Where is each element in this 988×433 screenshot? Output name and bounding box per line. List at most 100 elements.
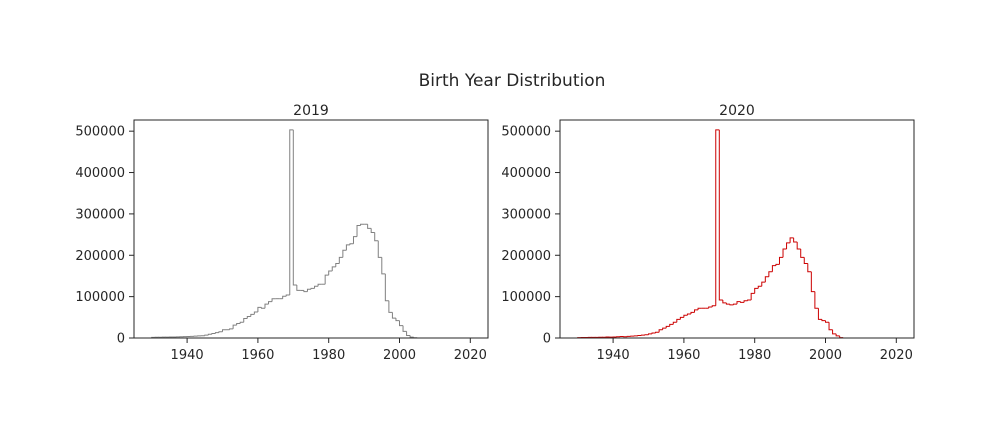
histogram-bin [211, 332, 216, 335]
x-tick-label: 2000 [383, 348, 416, 363]
histogram-bin [218, 331, 223, 333]
histogram-bin [338, 256, 343, 264]
plot-frame [559, 119, 915, 339]
histogram-bin [356, 224, 361, 237]
y-tick-label: 500000 [501, 125, 551, 140]
y-tick-label: 200000 [501, 249, 551, 264]
histogram-bin [409, 335, 414, 338]
histogram-bin [810, 271, 815, 293]
histogram-bin [399, 320, 404, 327]
panel-title: 2019 [293, 103, 329, 119]
histogram-bin [314, 285, 319, 289]
histogram-bin [690, 311, 695, 315]
histogram-bin [778, 256, 784, 265]
histogram-bin [648, 333, 653, 335]
histogram-bin [289, 129, 294, 295]
histogram-marks [151, 129, 421, 339]
histogram-bin [725, 302, 730, 305]
y-axis: 0 100000 200000 300000 400000 500000 [501, 125, 560, 347]
histogram-bin [232, 324, 237, 329]
histogram-bin [782, 248, 787, 258]
panel-title: 2020 [719, 103, 755, 119]
histogram-bin [679, 316, 684, 320]
histogram-bin [775, 263, 780, 266]
histogram-bin [214, 332, 219, 334]
y-tick-label: 100000 [501, 290, 551, 305]
x-axis: 1940 1960 1980 2000 2020 [597, 338, 913, 363]
x-tick-label: 2000 [809, 348, 842, 363]
histogram-bin [331, 266, 336, 271]
histogram-bin [658, 329, 663, 333]
histogram-bin [729, 304, 734, 306]
histogram-bin [754, 287, 759, 294]
histogram-bin [381, 257, 386, 275]
histogram-bin [793, 237, 798, 243]
y-tick-label: 400000 [75, 166, 125, 181]
histogram-bin [285, 294, 290, 297]
histogram-bin [672, 321, 677, 325]
x-tick-label: 2020 [880, 348, 913, 363]
histogram-bin [384, 273, 389, 302]
histogram-bin [374, 232, 379, 242]
y-tick-label: 400000 [501, 166, 551, 181]
x-tick-label: 2020 [454, 348, 487, 363]
histogram-bin [292, 129, 297, 286]
histogram-bin [718, 129, 723, 301]
histogram-bin [676, 318, 681, 323]
histogram-bin [694, 309, 699, 313]
histogram-bin [207, 333, 212, 336]
histogram-bin [655, 331, 660, 334]
histogram-bin [271, 298, 276, 302]
x-tick-label: 1940 [597, 348, 630, 363]
histogram-bin [807, 263, 812, 273]
x-tick-label: 1960 [241, 348, 274, 363]
histogram-bin [388, 300, 393, 313]
histogram-bin [317, 283, 322, 287]
histogram-marks [577, 129, 847, 339]
histogram-bin [825, 320, 830, 323]
histogram-bin [260, 307, 265, 309]
histogram-bin [708, 306, 713, 309]
y-axis: 0 100000 200000 300000 400000 500000 [75, 125, 134, 347]
histogram-bin [761, 281, 766, 287]
histogram-bin [740, 301, 745, 303]
x-tick-label: 1980 [738, 348, 771, 363]
x-tick-label: 1980 [312, 348, 345, 363]
histogram-bin [268, 301, 273, 305]
histogram-bin [651, 332, 656, 334]
histogram-bin [832, 329, 837, 335]
histogram-bin [789, 237, 794, 243]
histogram-bin [222, 329, 227, 332]
histogram-bin [669, 323, 674, 327]
x-tick-label: 1960 [667, 348, 700, 363]
x-axis: 1940 1960 1980 2000 2020 [171, 338, 487, 363]
histogram-bin [697, 307, 702, 310]
histogram-bin [786, 242, 791, 250]
histogram-panel-2019: 2019 1940 1960 1980 2000 2020 0 100000 200000 3… [75, 103, 489, 363]
histogram-bin [665, 325, 670, 329]
histogram-bin [391, 312, 396, 319]
histogram-bin [349, 243, 354, 245]
histogram-bin [406, 331, 411, 337]
histogram-bin [296, 285, 301, 291]
histogram-bin [835, 333, 840, 337]
histogram-bin [686, 313, 691, 316]
histogram-bin [828, 322, 833, 331]
histogram-bin [821, 319, 826, 322]
histogram-bin [736, 301, 741, 305]
histogram-bin [722, 299, 727, 304]
y-tick-label: 300000 [501, 207, 551, 222]
histogram-bin [335, 263, 340, 267]
histogram-bin [239, 321, 244, 324]
histogram-bin [711, 305, 716, 307]
histogram-bin [264, 303, 269, 309]
histogram-bin [352, 236, 358, 244]
histogram-bin [757, 285, 762, 289]
histogram-bin [342, 249, 347, 258]
histogram-bin [257, 306, 262, 312]
histogram-bin [771, 265, 776, 272]
histogram-bin [229, 328, 234, 330]
histogram-bin [814, 291, 819, 309]
histogram-bin [683, 314, 688, 318]
histogram-bin [253, 311, 258, 315]
